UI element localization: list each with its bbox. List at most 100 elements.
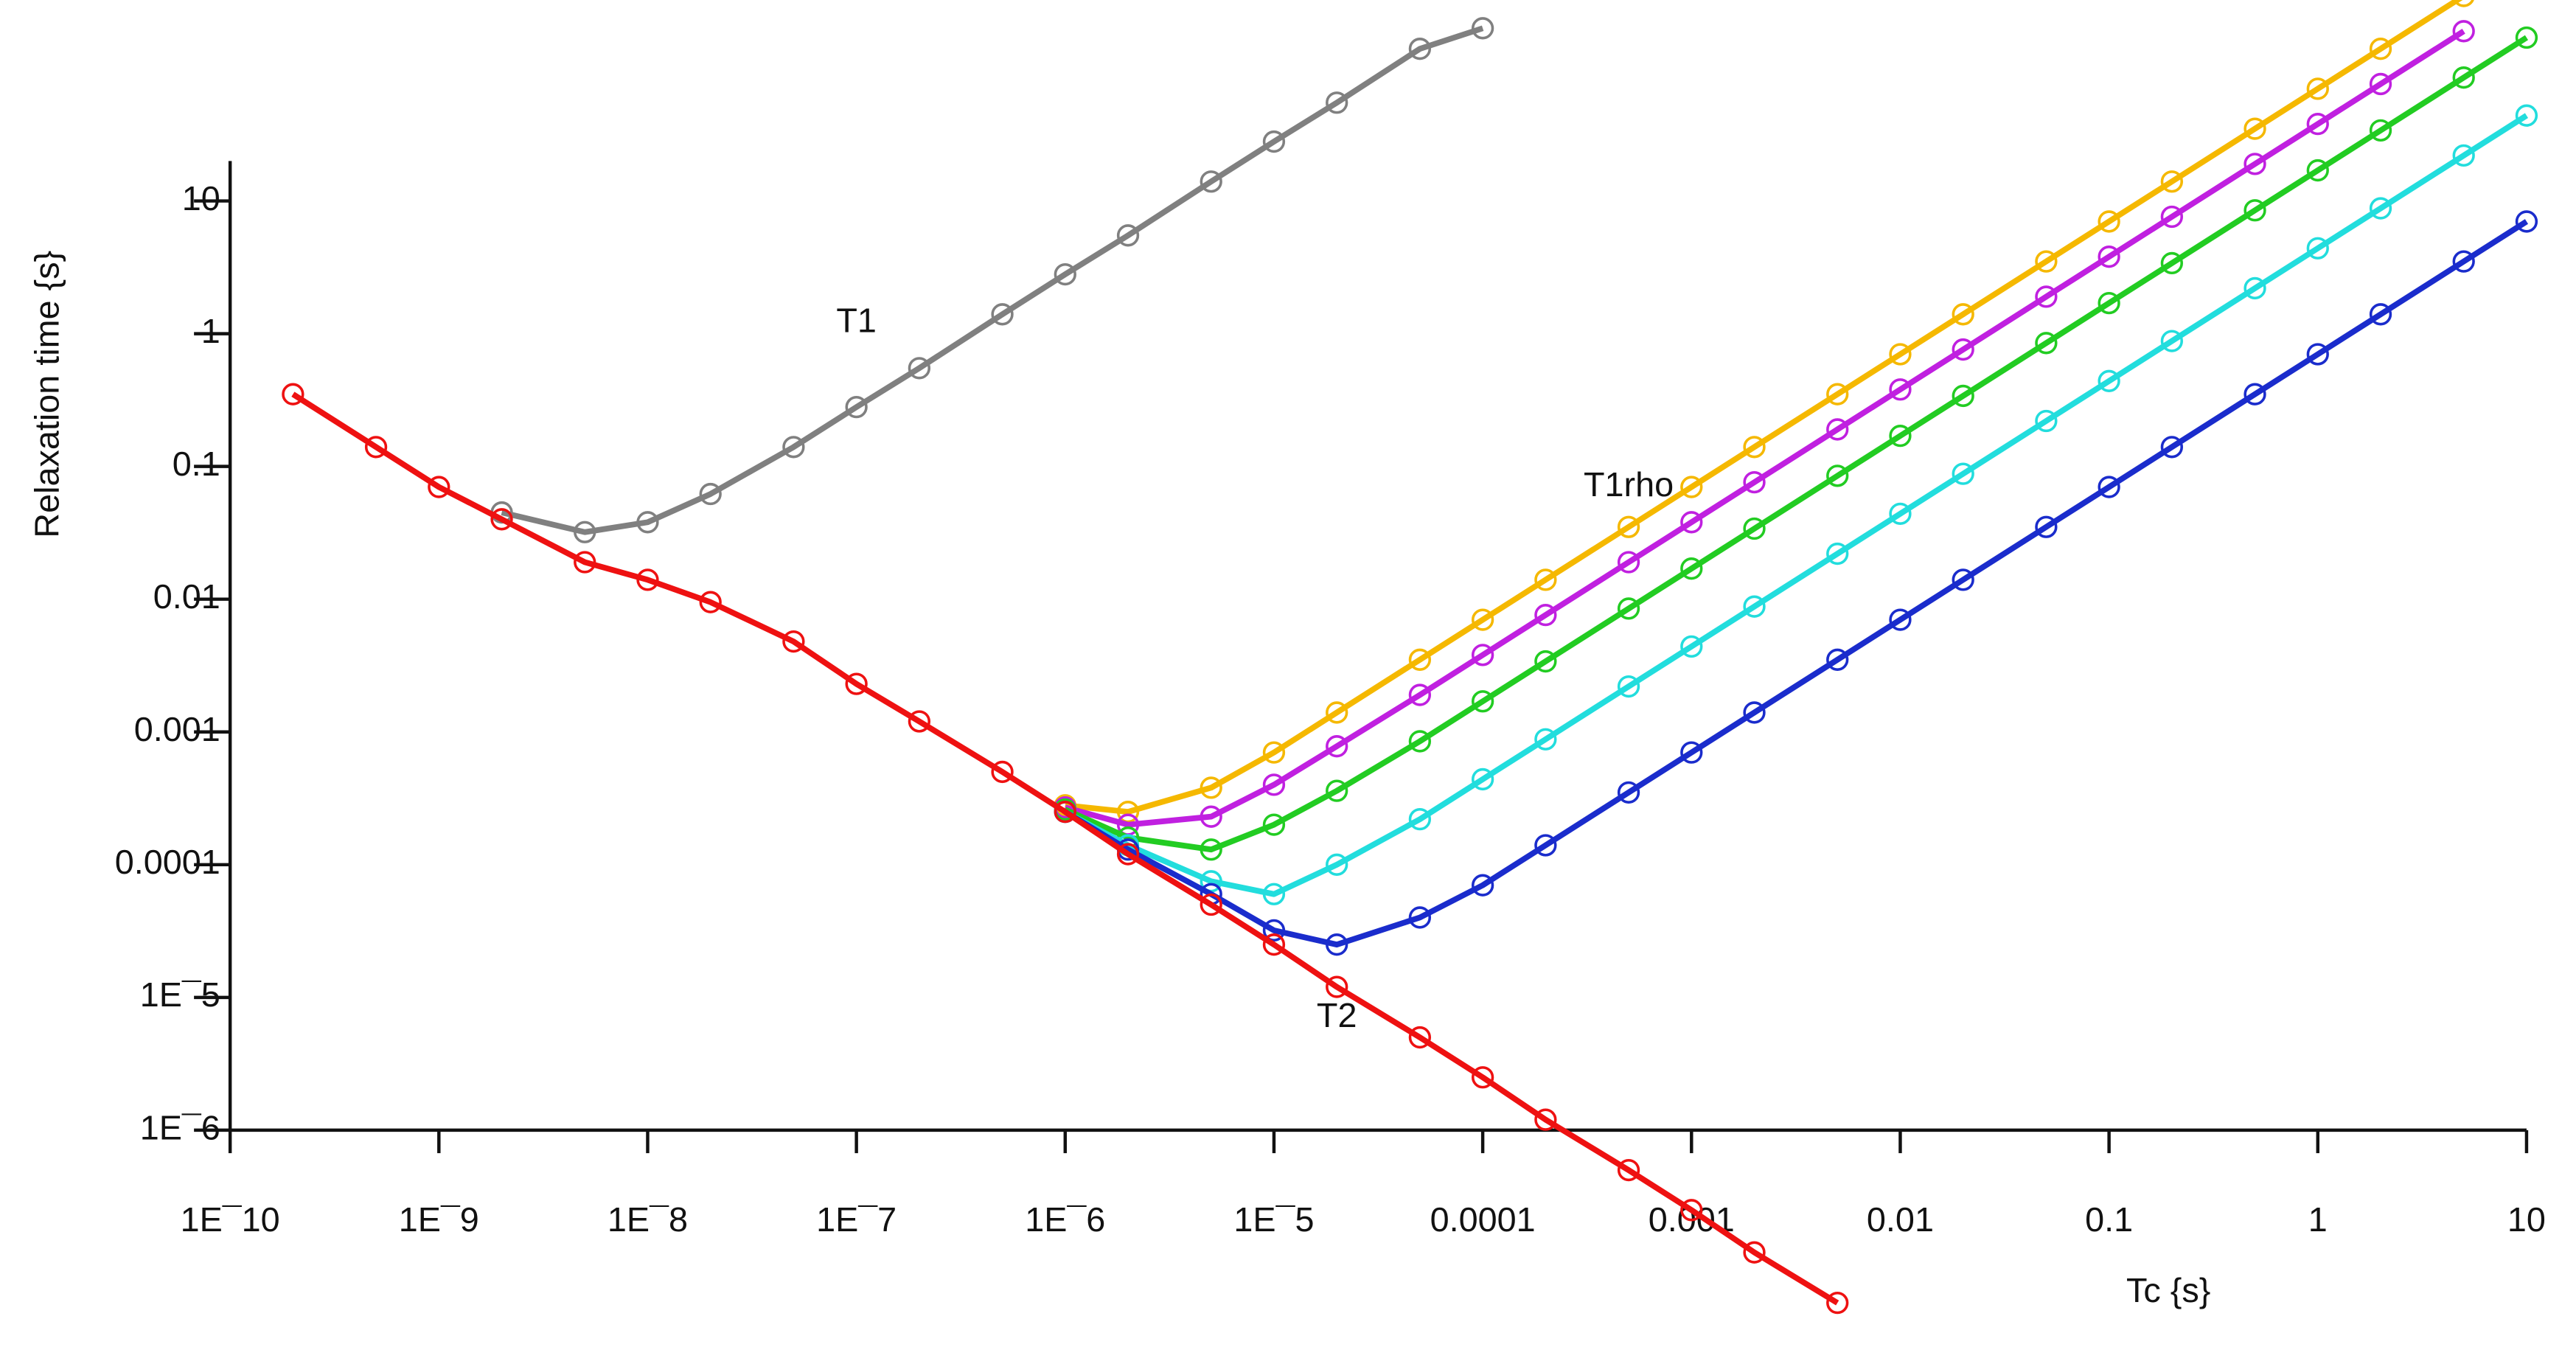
data-point (1471, 768, 1494, 791)
data-point (2160, 251, 2184, 275)
series-line (1064, 35, 2529, 853)
data-point (1408, 730, 1432, 753)
data-point (1952, 568, 1974, 591)
data-point (1326, 779, 1348, 802)
data-point (1826, 383, 1849, 406)
data-point (1889, 608, 1912, 631)
data-point (1889, 343, 1912, 366)
data-point (908, 710, 931, 733)
data-point (2453, 0, 2474, 7)
data-point (1200, 805, 1222, 828)
data-point (1116, 843, 1140, 866)
y-tick-label: 1E¯5 (140, 975, 220, 1014)
data-point (2452, 20, 2475, 43)
data-point (1326, 91, 1348, 114)
y-tick-label: 10 (182, 179, 220, 217)
data-point (1952, 384, 1974, 408)
data-point (1471, 1066, 1494, 1089)
data-point (2515, 104, 2538, 127)
data-point (2035, 285, 2058, 308)
y-tick-label: 1 (201, 312, 220, 350)
data-point (2098, 476, 2120, 498)
x-tick-label: 1E¯10 (181, 1200, 280, 1239)
series-line (501, 25, 1484, 535)
x-tick-label: 0.0001 (1430, 1200, 1536, 1239)
data-point (1889, 378, 1912, 401)
x-tick-label: 0.01 (1867, 1200, 1934, 1239)
data-point (2243, 383, 2266, 406)
x-tick-label: 1E¯5 (1233, 1200, 1314, 1239)
data-point (1617, 1158, 1640, 1182)
data-point (1743, 470, 1766, 494)
data-point (2098, 246, 2120, 268)
y-tick-label: 0.0001 (115, 843, 220, 881)
data-point (1408, 648, 1432, 671)
series-line (1063, 219, 2529, 948)
data-point (1826, 464, 1849, 487)
data-point (1054, 800, 1076, 824)
data-point (490, 508, 513, 531)
data-point (2035, 250, 2058, 273)
data-point (1262, 919, 1286, 942)
data-point (1116, 224, 1140, 247)
data-point (1889, 425, 1912, 448)
data-point (1743, 595, 1766, 618)
data-point (2452, 144, 2475, 167)
data-point (2160, 170, 2184, 193)
data-point (1200, 838, 1222, 861)
data-point (1471, 608, 1494, 631)
data-point (2369, 72, 2392, 96)
data-point (1262, 741, 1286, 764)
data-point (2035, 409, 2058, 433)
data-point (1617, 675, 1640, 698)
data-point (1743, 436, 1766, 459)
x-tick-label: 1E¯9 (399, 1200, 479, 1239)
data-point (364, 436, 388, 459)
data-point (1262, 773, 1286, 796)
x-tick-label: 1 (2308, 1200, 2328, 1239)
y-tick-label: 0.001 (134, 710, 220, 748)
data-point (1617, 515, 1640, 538)
data-point (2306, 159, 2329, 182)
data-point (1534, 834, 1557, 857)
data-point (2035, 332, 2058, 355)
data-point (2243, 199, 2266, 222)
data-point (1054, 262, 1076, 286)
data-point (1743, 1241, 1766, 1264)
y-tick-label: 0.01 (153, 577, 220, 616)
data-point (1200, 170, 1222, 193)
data-point (1408, 683, 1432, 706)
data-point (1326, 933, 1348, 956)
data-point (1408, 1026, 1432, 1049)
data-point (782, 630, 805, 653)
data-point (1534, 604, 1557, 627)
data-point (2098, 291, 2120, 315)
data-point (1617, 781, 1640, 804)
data-point (991, 760, 1014, 784)
data-point (782, 436, 805, 459)
data-point (1680, 511, 1703, 534)
data-point (1743, 517, 1766, 540)
data-point (1743, 701, 1766, 724)
data-point (1617, 597, 1640, 620)
data-point (1116, 800, 1140, 824)
data-point (1200, 893, 1222, 916)
data-point (1326, 853, 1348, 876)
data-point (2160, 330, 2184, 352)
data-point (1471, 644, 1494, 666)
data-point (282, 383, 304, 406)
data-point (2306, 237, 2329, 260)
data-point (1680, 635, 1703, 658)
data-point (2369, 119, 2392, 142)
data-point (908, 357, 931, 380)
series-line (291, 391, 1839, 1306)
annotation: T1rho (1584, 465, 1674, 504)
x-tick-label: 1E¯8 (608, 1200, 688, 1239)
data-point (1889, 502, 1912, 525)
data-point (1617, 551, 1640, 574)
data-point (2243, 276, 2266, 300)
data-point (2369, 38, 2392, 60)
x-axis-label: Tc {s} (2126, 1271, 2210, 1309)
